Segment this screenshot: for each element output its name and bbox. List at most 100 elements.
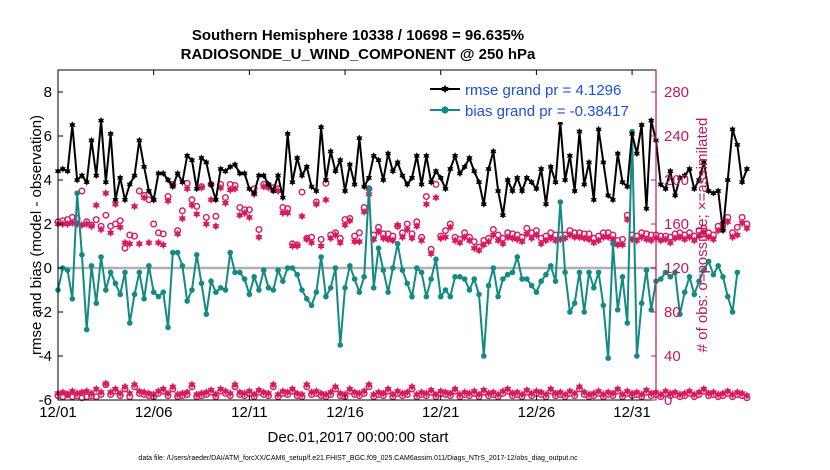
rmse-point: [504, 176, 511, 184]
obs-assimilated-point: [590, 238, 598, 247]
obs-assimilated-point: [389, 236, 397, 245]
legend-rmse-label: rmse grand pr = 4.1296: [465, 82, 621, 99]
obs-assimilated-point: [283, 388, 292, 397]
obs-assimilated-point: [121, 238, 129, 247]
obs-assimilated-point: [260, 182, 268, 191]
rmse-point: [74, 176, 81, 184]
obs-assimilated-point: [346, 384, 354, 394]
obs-assimilated-point: [695, 231, 703, 241]
obs-assimilated-point: [609, 235, 617, 244]
obs-assimilated-point: [87, 222, 96, 231]
rmse-point: [648, 117, 655, 125]
y-tick-label-right: 120: [664, 260, 689, 277]
obs-assimilated-point: [676, 233, 684, 242]
obs-assimilated-point: [408, 382, 416, 391]
obs-assimilated-point: [599, 390, 608, 399]
bias-point: [299, 287, 305, 293]
rmse-point: [571, 187, 578, 195]
obs-assimilated-point: [571, 389, 579, 398]
obs-assimilated-point: [642, 235, 651, 244]
rmse-point: [614, 150, 621, 158]
bias-point: [504, 271, 511, 278]
obs-assimilated-point: [164, 196, 172, 206]
obs-assimilated-point: [441, 388, 450, 397]
bias-point: [189, 287, 195, 293]
bias-point: [638, 300, 645, 307]
bias-point: [347, 263, 353, 269]
rmse-point: [83, 178, 90, 186]
obs-assimilated-point: [317, 389, 325, 398]
obs-assimilated-point: [614, 240, 622, 250]
bias-point: [184, 298, 190, 304]
obs-assimilated-point: [193, 209, 201, 219]
obs-possible-point: [212, 212, 220, 220]
obs-assimilated-point: [312, 200, 320, 209]
obs-assimilated-point: [150, 390, 158, 399]
rmse-point: [662, 185, 669, 193]
rmse-point: [284, 130, 291, 138]
bias-point: [107, 269, 114, 276]
bias-point: [217, 285, 224, 291]
rmse-point: [633, 150, 640, 158]
obs-assimilated-point: [169, 382, 177, 391]
obs-assimilated-point: [250, 390, 258, 399]
rmse-point: [624, 183, 631, 191]
bias-point: [208, 278, 214, 285]
obs-assimilated-point: [628, 235, 636, 244]
obs-assimilated-point: [594, 387, 603, 396]
rmse-point: [64, 167, 71, 175]
rmse-point: [700, 158, 707, 166]
rmse-point: [246, 185, 253, 193]
bias-point: [117, 291, 123, 298]
rmse-point: [738, 178, 746, 186]
obs-assimilated-point: [298, 390, 306, 399]
obs-assimilated-point: [594, 236, 603, 245]
rmse-point: [375, 156, 382, 164]
obs-assimilated-point: [154, 238, 163, 247]
bias-point: [724, 293, 731, 300]
rmse-point: [681, 172, 688, 180]
obs-assimilated-point: [432, 390, 440, 399]
y-tick-label-right: 80: [664, 304, 681, 321]
bias-point: [591, 285, 597, 291]
rmse-point: [217, 165, 224, 173]
obs-possible-point: [150, 220, 158, 228]
obs-assimilated-point: [303, 380, 311, 389]
rmse-point: [265, 180, 272, 188]
obs-assimilated-point: [288, 384, 297, 394]
obs-assimilated-point: [384, 384, 392, 394]
bias-point: [256, 287, 262, 293]
bias-point: [265, 285, 272, 291]
obs-assimilated-point: [236, 211, 244, 220]
obs-assimilated-point: [394, 220, 402, 230]
obs-assimilated-point: [221, 387, 230, 396]
rmse-point: [672, 191, 679, 199]
bias-point: [686, 274, 693, 280]
obs-assimilated-point: [566, 230, 574, 240]
obs-assimilated-point: [398, 389, 407, 398]
bias-point: [69, 296, 76, 302]
y-tick-label-left: 8: [44, 84, 52, 101]
obs-assimilated-point: [532, 387, 541, 396]
bias-point: [710, 271, 717, 278]
obs-assimilated-point: [685, 387, 694, 396]
obs-assimilated-point: [87, 389, 96, 398]
bias-point: [155, 293, 162, 300]
rmse-point: [705, 187, 712, 195]
obs-assimilated-point: [145, 389, 153, 398]
rmse-point: [676, 174, 684, 182]
rmse-point: [365, 174, 373, 182]
bias-point: [165, 324, 171, 331]
obs-assimilated-point: [116, 389, 124, 398]
obs-possible-point: [298, 188, 306, 196]
bias-point: [342, 285, 348, 291]
obs-assimilated-point: [484, 237, 493, 246]
rmse-point: [466, 154, 473, 162]
obs-assimilated-point: [140, 388, 148, 397]
rmse-point: [432, 167, 440, 175]
obs-assimilated-point: [642, 385, 651, 395]
bias-point: [409, 293, 415, 300]
obs-assimilated-point: [489, 230, 497, 240]
rmse-point: [389, 167, 396, 175]
rmse-point: [686, 165, 693, 173]
